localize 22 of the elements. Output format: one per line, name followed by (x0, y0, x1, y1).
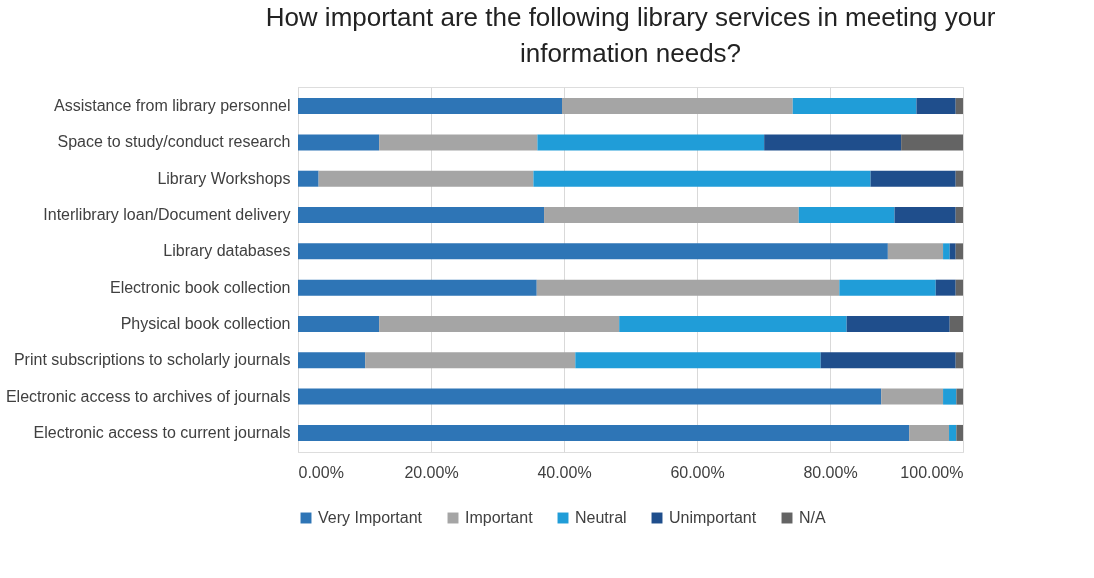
y-tick-label: Physical book collection (120, 314, 291, 332)
y-tick-label: Library Workshops (157, 169, 291, 187)
y-tick-label: Electronic book collection (109, 278, 291, 296)
chart-title: How important are the following library services in meeting your information needs? (265, 2, 996, 68)
y-tick-label: Assistance from library personnel (53, 97, 291, 115)
x-tick-label: 80.00% (803, 463, 858, 481)
y-tick-label: Interlibrary loan/Document delivery (43, 206, 291, 224)
legend-label: Neutral (575, 509, 627, 526)
y-tick-label: Library databases (163, 242, 291, 260)
x-tick-label: 20.00% (404, 463, 459, 481)
y-tick-label: Space to study/conduct research (57, 133, 291, 151)
y-tick-label: Print subscriptions to scholarly journals (13, 351, 291, 369)
legend-label: N/A (799, 509, 826, 526)
x-tick-label: 60.00% (670, 463, 725, 481)
legend-label: Very Important (318, 509, 423, 526)
legend-label: Unimportant (669, 509, 757, 526)
x-tick-label: 0.00% (298, 463, 344, 481)
y-tick-label: Electronic access to archives of journals (5, 387, 291, 405)
x-tick-label: 40.00% (537, 463, 592, 481)
x-tick-label: 100.00% (900, 463, 964, 481)
y-tick-label: Electronic access to current journals (33, 423, 291, 441)
legend-label: Important (465, 509, 534, 526)
